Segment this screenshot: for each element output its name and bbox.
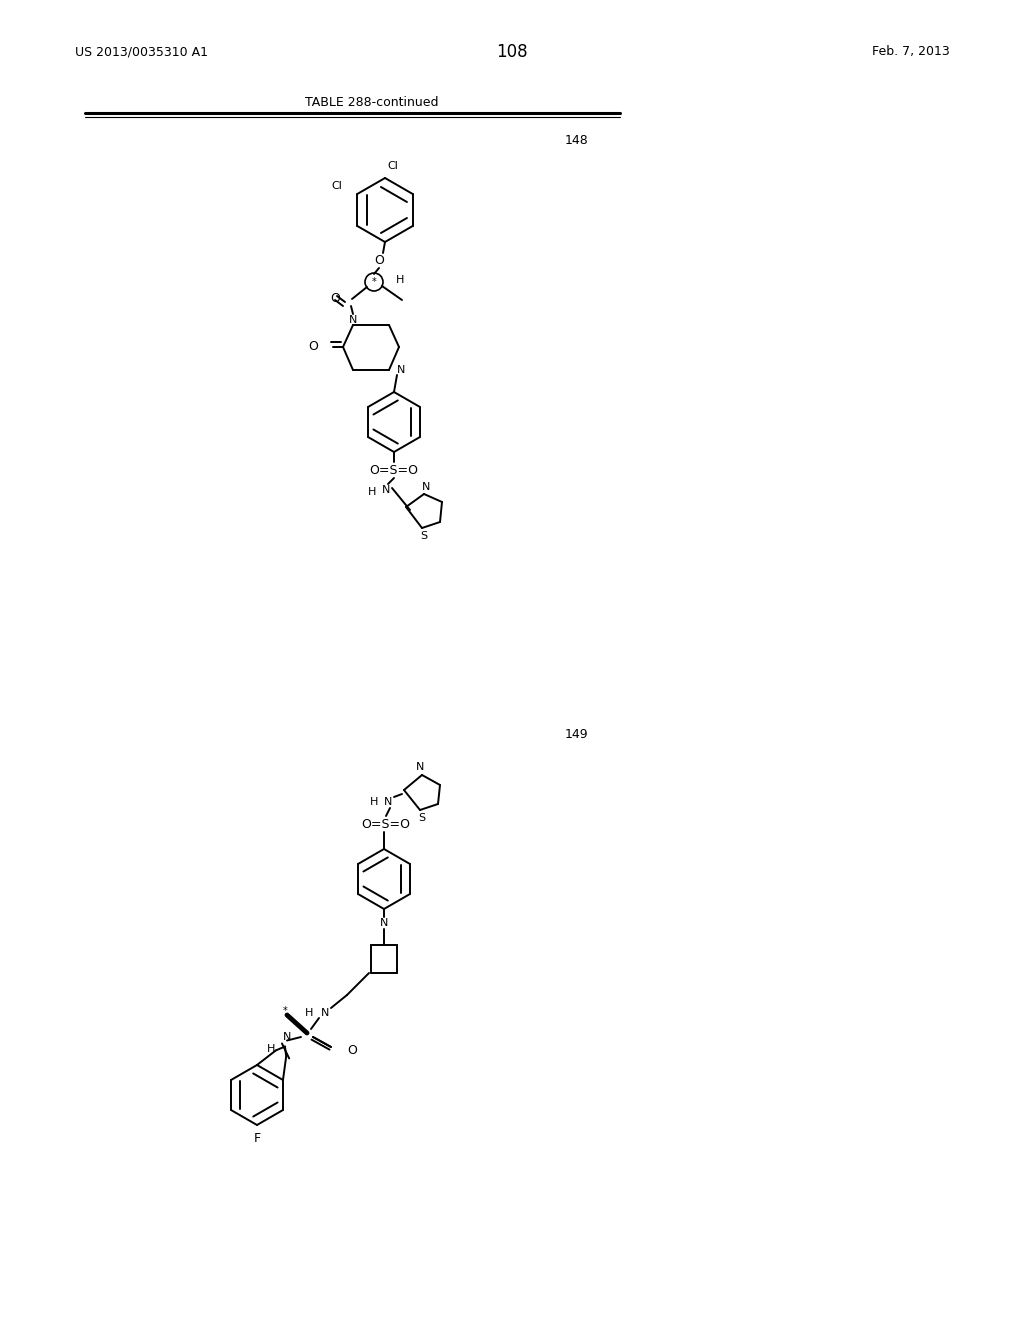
Text: Cl: Cl xyxy=(332,181,343,191)
Text: O: O xyxy=(308,341,317,354)
Text: 149: 149 xyxy=(565,729,589,742)
Text: TABLE 288-continued: TABLE 288-continued xyxy=(305,96,438,110)
Text: O: O xyxy=(347,1044,357,1057)
Text: N: N xyxy=(349,315,357,325)
Text: N: N xyxy=(321,1008,329,1018)
Text: Cl: Cl xyxy=(387,161,398,172)
Text: N: N xyxy=(382,484,390,495)
Text: F: F xyxy=(253,1133,260,1146)
Text: O=S=O: O=S=O xyxy=(361,817,411,830)
Text: *: * xyxy=(283,1006,288,1016)
Text: H: H xyxy=(396,275,404,285)
Text: O: O xyxy=(330,292,340,305)
Text: N: N xyxy=(397,366,406,375)
Text: Feb. 7, 2013: Feb. 7, 2013 xyxy=(872,45,950,58)
Text: S: S xyxy=(419,813,426,822)
Text: H: H xyxy=(305,1008,313,1018)
Text: 148: 148 xyxy=(565,133,589,147)
Text: H: H xyxy=(370,797,378,807)
Text: S: S xyxy=(421,531,428,541)
Text: O: O xyxy=(374,253,384,267)
Text: N: N xyxy=(422,482,430,492)
Text: H: H xyxy=(368,487,376,498)
Text: N: N xyxy=(384,797,392,807)
Text: H: H xyxy=(267,1044,275,1053)
Text: 108: 108 xyxy=(497,44,527,61)
Text: US 2013/0035310 A1: US 2013/0035310 A1 xyxy=(75,45,208,58)
Text: N: N xyxy=(380,917,388,928)
Text: N: N xyxy=(283,1031,291,1041)
Text: *: * xyxy=(372,277,377,286)
Text: N: N xyxy=(416,762,424,772)
Text: O=S=O: O=S=O xyxy=(370,463,419,477)
